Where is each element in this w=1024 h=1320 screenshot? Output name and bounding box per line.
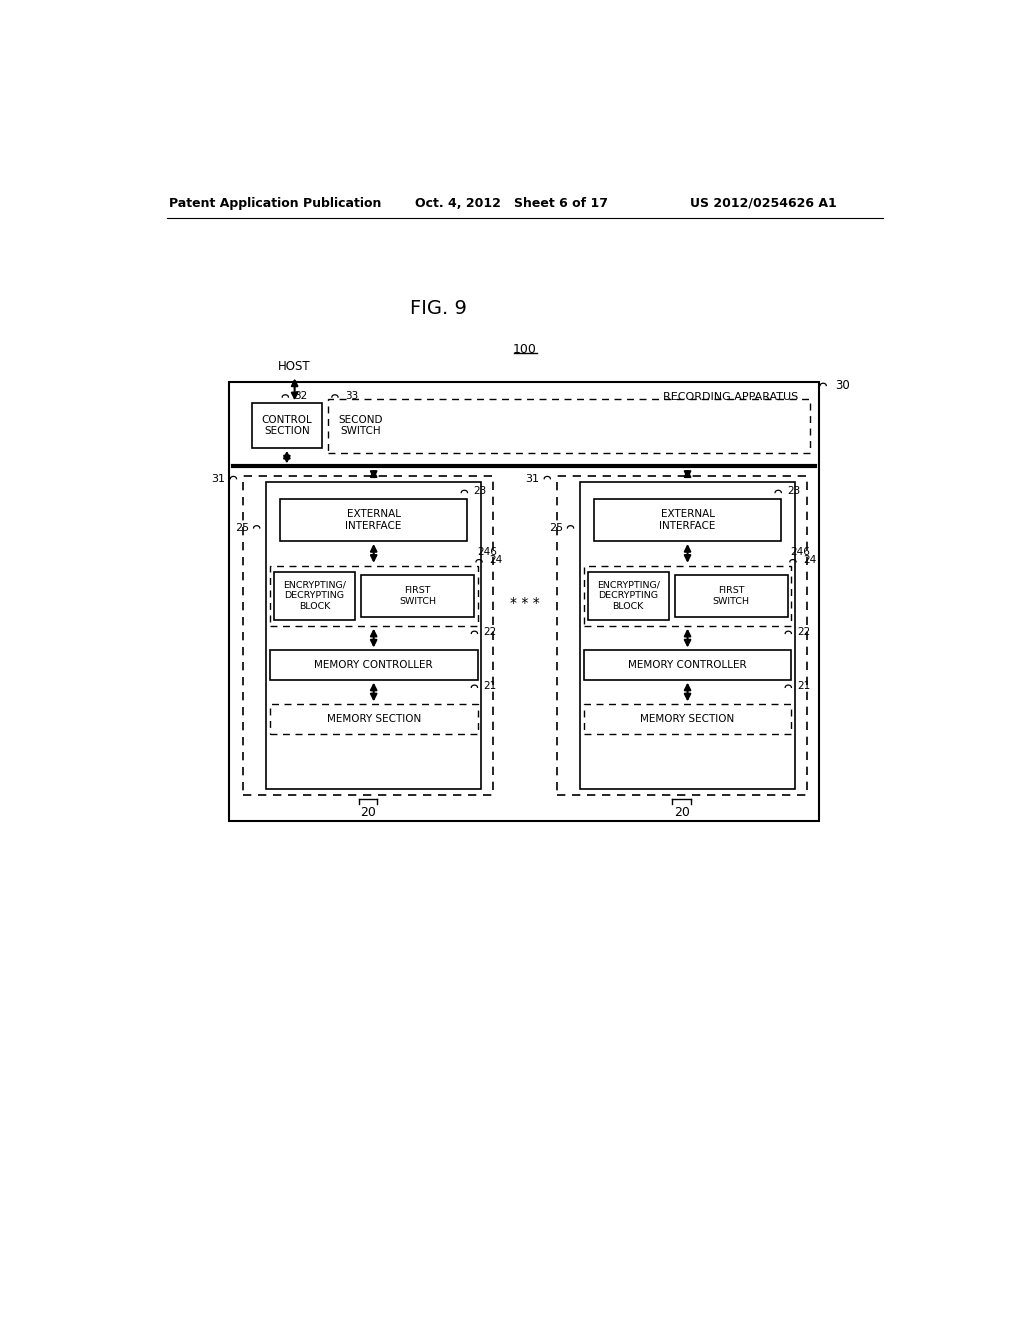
Bar <box>328 399 810 453</box>
Text: MEMORY SECTION: MEMORY SECTION <box>327 714 421 723</box>
Text: 23: 23 <box>787 486 801 496</box>
Text: FIRST
SWITCH: FIRST SWITCH <box>713 586 750 606</box>
Text: FIRST
SWITCH: FIRST SWITCH <box>399 586 436 606</box>
Text: 30: 30 <box>835 379 850 392</box>
Text: 25: 25 <box>234 523 249 533</box>
Text: 32: 32 <box>295 391 308 400</box>
Text: EXTERNAL
INTERFACE: EXTERNAL INTERFACE <box>659 510 716 531</box>
Text: 21: 21 <box>798 681 811 690</box>
Bar <box>280 499 467 541</box>
Text: 246: 246 <box>791 546 811 557</box>
Text: MEMORY CONTROLLER: MEMORY CONTROLLER <box>314 660 433 671</box>
Bar <box>584 566 792 626</box>
Text: 24: 24 <box>489 556 503 565</box>
Text: 33: 33 <box>345 391 358 400</box>
Text: SECOND
SWITCH: SECOND SWITCH <box>338 414 383 437</box>
Text: 31: 31 <box>525 474 540 483</box>
Text: 100: 100 <box>513 343 537 356</box>
Bar <box>361 576 474 618</box>
Text: 22: 22 <box>483 627 497 638</box>
Bar <box>266 482 481 789</box>
Text: 31: 31 <box>212 474 225 483</box>
Bar <box>243 475 493 795</box>
Bar <box>228 381 819 821</box>
Text: HOST: HOST <box>279 360 311 372</box>
Text: ENCRYPTING/
DECRYPTING
BLOCK: ENCRYPTING/ DECRYPTING BLOCK <box>283 581 346 611</box>
Text: US 2012/0254626 A1: US 2012/0254626 A1 <box>690 197 837 210</box>
Text: RECORDING APPARATUS: RECORDING APPARATUS <box>663 392 798 403</box>
Text: 22: 22 <box>798 627 811 638</box>
Bar <box>588 572 669 619</box>
Bar <box>331 404 390 447</box>
Text: 20: 20 <box>359 805 376 818</box>
Text: 24: 24 <box>803 556 816 565</box>
Bar <box>270 705 477 734</box>
Text: MEMORY SECTION: MEMORY SECTION <box>640 714 734 723</box>
Text: 25: 25 <box>549 523 563 533</box>
Text: 23: 23 <box>474 486 486 496</box>
Bar <box>273 572 355 619</box>
Bar <box>594 499 781 541</box>
Text: 20: 20 <box>674 805 690 818</box>
Bar <box>580 482 796 789</box>
Bar <box>270 566 477 626</box>
Text: MEMORY CONTROLLER: MEMORY CONTROLLER <box>629 660 746 671</box>
Text: Patent Application Publication: Patent Application Publication <box>169 197 381 210</box>
Bar <box>584 651 792 680</box>
Text: 21: 21 <box>483 681 497 690</box>
Text: * * *: * * * <box>510 597 540 610</box>
Bar <box>270 651 477 680</box>
Bar <box>584 705 792 734</box>
Bar <box>252 404 322 447</box>
Text: FIG. 9: FIG. 9 <box>410 300 467 318</box>
Text: ENCRYPTING/
DECRYPTING
BLOCK: ENCRYPTING/ DECRYPTING BLOCK <box>597 581 659 611</box>
Text: EXTERNAL
INTERFACE: EXTERNAL INTERFACE <box>345 510 401 531</box>
Bar <box>557 475 807 795</box>
Text: CONTROL
SECTION: CONTROL SECTION <box>261 414 312 437</box>
Text: Oct. 4, 2012   Sheet 6 of 17: Oct. 4, 2012 Sheet 6 of 17 <box>415 197 608 210</box>
Bar <box>675 576 787 618</box>
Text: 246: 246 <box>477 546 497 557</box>
